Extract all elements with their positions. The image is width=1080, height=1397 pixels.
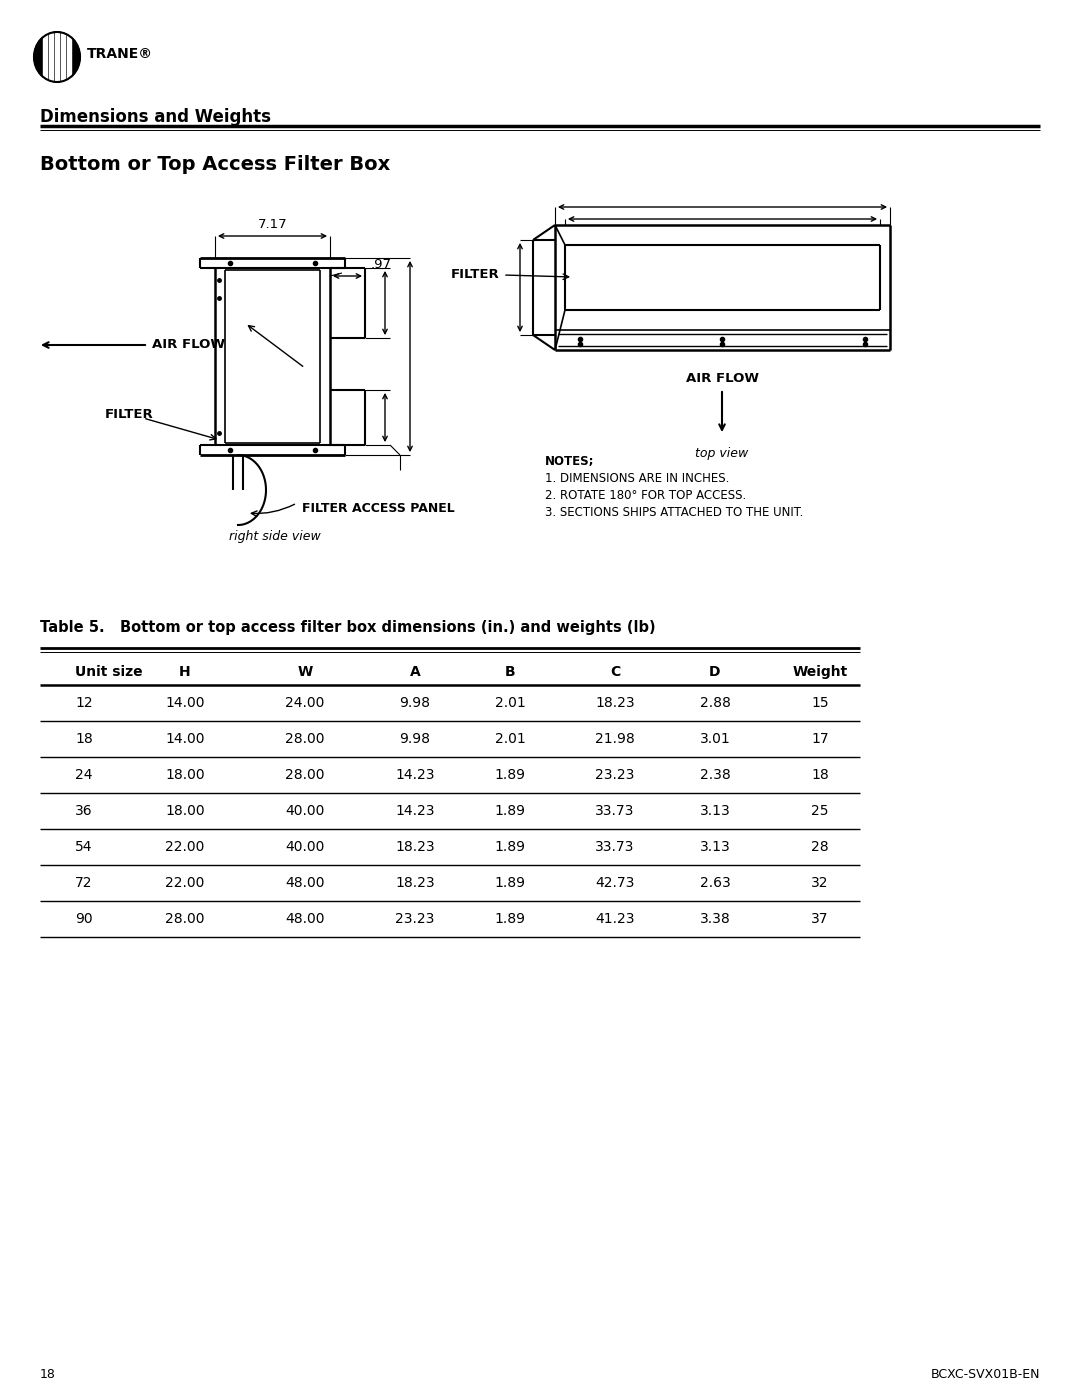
Text: FILTER: FILTER bbox=[105, 408, 153, 422]
Text: FILTER: FILTER bbox=[451, 268, 500, 282]
Text: 18.00: 18.00 bbox=[165, 768, 205, 782]
Text: 21.98: 21.98 bbox=[595, 732, 635, 746]
Text: .97: .97 bbox=[372, 258, 392, 271]
Text: 3. SECTIONS SHIPS ATTACHED TO THE UNIT.: 3. SECTIONS SHIPS ATTACHED TO THE UNIT. bbox=[545, 506, 804, 520]
Text: 1.89: 1.89 bbox=[495, 768, 526, 782]
Text: 17: 17 bbox=[811, 732, 828, 746]
Text: 9.98: 9.98 bbox=[400, 696, 431, 710]
Text: 40.00: 40.00 bbox=[285, 805, 325, 819]
Text: 22.00: 22.00 bbox=[165, 840, 205, 854]
Text: 23.23: 23.23 bbox=[595, 768, 635, 782]
Text: 54: 54 bbox=[75, 840, 93, 854]
Text: 1.89: 1.89 bbox=[495, 876, 526, 890]
Text: TRANE®: TRANE® bbox=[87, 47, 153, 61]
Text: top view: top view bbox=[696, 447, 748, 460]
Text: AIR FLOW: AIR FLOW bbox=[686, 372, 758, 386]
Text: A: A bbox=[409, 665, 420, 679]
Text: 32: 32 bbox=[811, 876, 828, 890]
Text: 28.00: 28.00 bbox=[165, 912, 205, 926]
Text: 3.13: 3.13 bbox=[700, 840, 730, 854]
Text: C: C bbox=[610, 665, 620, 679]
Text: 14.00: 14.00 bbox=[165, 696, 205, 710]
Text: B: B bbox=[504, 665, 515, 679]
Text: 14.00: 14.00 bbox=[165, 732, 205, 746]
Text: right side view: right side view bbox=[229, 529, 321, 543]
Text: 2.01: 2.01 bbox=[495, 696, 525, 710]
Text: Dimensions and Weights: Dimensions and Weights bbox=[40, 108, 271, 126]
Text: BCXC-SVX01B-EN: BCXC-SVX01B-EN bbox=[931, 1369, 1040, 1382]
Text: 33.73: 33.73 bbox=[595, 805, 635, 819]
Text: 2.88: 2.88 bbox=[700, 696, 730, 710]
Text: 48.00: 48.00 bbox=[285, 876, 325, 890]
Bar bbox=[43, 34, 48, 81]
Text: FILTER ACCESS PANEL: FILTER ACCESS PANEL bbox=[302, 502, 455, 514]
Text: 24: 24 bbox=[75, 768, 93, 782]
Text: 14.23: 14.23 bbox=[395, 805, 435, 819]
Text: 18: 18 bbox=[40, 1369, 56, 1382]
Text: 7.17: 7.17 bbox=[258, 218, 287, 231]
Text: 9.98: 9.98 bbox=[400, 732, 431, 746]
Text: 2. ROTATE 180° FOR TOP ACCESS.: 2. ROTATE 180° FOR TOP ACCESS. bbox=[545, 489, 746, 502]
Text: 33.73: 33.73 bbox=[595, 840, 635, 854]
Text: 18: 18 bbox=[75, 732, 93, 746]
Text: 1. DIMENSIONS ARE IN INCHES.: 1. DIMENSIONS ARE IN INCHES. bbox=[545, 472, 729, 485]
Text: 28.00: 28.00 bbox=[285, 768, 325, 782]
Text: Table 5.   Bottom or top access filter box dimensions (in.) and weights (lb): Table 5. Bottom or top access filter box… bbox=[40, 620, 656, 636]
Text: 18.23: 18.23 bbox=[395, 876, 435, 890]
Text: 18.23: 18.23 bbox=[595, 696, 635, 710]
Text: 1.89: 1.89 bbox=[495, 840, 526, 854]
Text: 24.00: 24.00 bbox=[285, 696, 325, 710]
Bar bbox=[60, 34, 65, 81]
Text: 37: 37 bbox=[811, 912, 828, 926]
Text: Bottom or Top Access Filter Box: Bottom or Top Access Filter Box bbox=[40, 155, 390, 175]
Text: 25: 25 bbox=[811, 805, 828, 819]
Text: 2.38: 2.38 bbox=[700, 768, 730, 782]
Bar bbox=[67, 34, 71, 81]
Text: D: D bbox=[710, 665, 720, 679]
Text: AIR FLOW: AIR FLOW bbox=[152, 338, 225, 352]
Text: 90: 90 bbox=[75, 912, 93, 926]
Text: NOTES;: NOTES; bbox=[545, 455, 594, 468]
Text: Weight: Weight bbox=[793, 665, 848, 679]
Bar bbox=[55, 34, 59, 81]
Text: 3.38: 3.38 bbox=[700, 912, 730, 926]
Text: 18.23: 18.23 bbox=[395, 840, 435, 854]
Text: 72: 72 bbox=[75, 876, 93, 890]
Text: 18: 18 bbox=[811, 768, 828, 782]
Text: 23.23: 23.23 bbox=[395, 912, 434, 926]
Text: 22.00: 22.00 bbox=[165, 876, 205, 890]
Text: 18.00: 18.00 bbox=[165, 805, 205, 819]
Text: H: H bbox=[179, 665, 191, 679]
Text: 28: 28 bbox=[811, 840, 828, 854]
Text: 3.01: 3.01 bbox=[700, 732, 730, 746]
Bar bbox=[49, 34, 53, 81]
Text: 28.00: 28.00 bbox=[285, 732, 325, 746]
Text: 1.89: 1.89 bbox=[495, 805, 526, 819]
Text: 1.89: 1.89 bbox=[495, 912, 526, 926]
Text: 42.73: 42.73 bbox=[595, 876, 635, 890]
Ellipse shape bbox=[33, 32, 80, 82]
Text: Unit size: Unit size bbox=[75, 665, 143, 679]
Text: 36: 36 bbox=[75, 805, 93, 819]
Text: 2.63: 2.63 bbox=[700, 876, 730, 890]
Text: 2.01: 2.01 bbox=[495, 732, 525, 746]
Text: 3.13: 3.13 bbox=[700, 805, 730, 819]
Text: 40.00: 40.00 bbox=[285, 840, 325, 854]
Text: 15: 15 bbox=[811, 696, 828, 710]
Text: 14.23: 14.23 bbox=[395, 768, 435, 782]
Text: 41.23: 41.23 bbox=[595, 912, 635, 926]
Text: 12: 12 bbox=[75, 696, 93, 710]
Text: W: W bbox=[297, 665, 312, 679]
Text: 48.00: 48.00 bbox=[285, 912, 325, 926]
